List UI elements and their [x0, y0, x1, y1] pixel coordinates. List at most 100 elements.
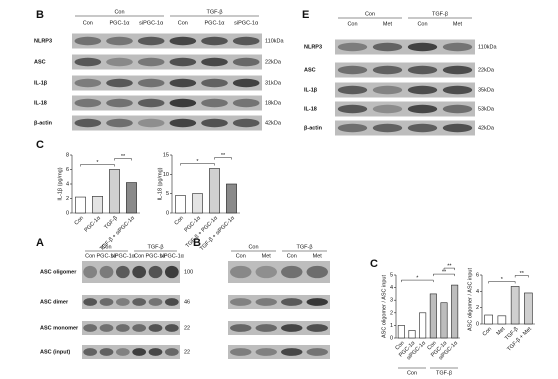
bar: [226, 183, 237, 214]
bar: [109, 169, 120, 214]
blot-band: [115, 324, 130, 332]
blot-band: [232, 36, 260, 46]
bar: [497, 315, 507, 325]
blot-band: [74, 36, 102, 46]
blot-band: [255, 298, 277, 306]
x-tick-label: TGF-β: [103, 215, 119, 231]
row-label: ASC dimer: [40, 299, 69, 305]
blot-band: [164, 265, 179, 279]
lane-label: siPGC-1α: [111, 253, 136, 259]
panel-label: B: [36, 9, 44, 21]
mw-label: 110kDa: [478, 44, 497, 50]
group-label: TGF-β: [297, 244, 313, 250]
significance-label: *: [416, 276, 419, 282]
blot-band: [306, 324, 328, 332]
panel-label: A: [36, 237, 44, 249]
blot-band: [442, 104, 473, 114]
blot-band: [201, 57, 228, 67]
x-tick-label: PGC-1α: [84, 215, 103, 234]
y-tick-label: 4: [390, 285, 393, 291]
blot-band: [115, 265, 130, 279]
blot-band: [164, 324, 179, 332]
mw-label: 42kDa: [478, 125, 495, 131]
significance-label: **: [221, 153, 226, 159]
y-tick-label: 0: [166, 210, 169, 216]
y-tick-label: 0: [66, 210, 69, 216]
blot-band: [169, 57, 197, 67]
x-tick-label: Met: [496, 326, 507, 337]
blot-strip: [228, 345, 330, 359]
y-tick-label: 2: [390, 310, 393, 316]
mw-label: 110kDa: [265, 38, 284, 44]
blot-strip: [335, 62, 475, 78]
significance-bracket: [401, 279, 434, 283]
x-tick-label: Con: [426, 340, 437, 351]
blot-band: [337, 65, 368, 75]
blot-band: [337, 104, 368, 114]
mw-label: 31kDa: [265, 80, 282, 86]
lane-label: siPGC-1α: [160, 253, 185, 259]
mw-label: 35kDa: [478, 87, 495, 93]
mw-label: 22: [184, 349, 190, 355]
y-tick-label: 3: [390, 298, 393, 304]
blot-band: [407, 42, 438, 52]
bar: [510, 286, 520, 325]
lane-label: Met: [262, 253, 272, 259]
group-label: TGF-β: [432, 11, 448, 17]
panel-label: E: [302, 9, 309, 21]
bar: [175, 195, 186, 214]
y-tick-label: 0: [476, 321, 479, 327]
blot-band: [148, 324, 163, 332]
significance-label: **: [447, 264, 452, 270]
y-tick-label: 5: [390, 272, 393, 278]
blot-band: [255, 265, 277, 279]
lane-label: Con: [178, 20, 188, 26]
blot-band: [137, 57, 165, 67]
group-label: Con: [365, 11, 375, 17]
blot-band: [169, 78, 197, 88]
group-label: TGF-β: [436, 370, 452, 376]
lane-label: Con: [83, 20, 93, 26]
blot-band: [148, 298, 163, 306]
blot-band: [337, 42, 368, 52]
lane-label: Met: [383, 21, 393, 27]
significance-bracket: [180, 163, 215, 166]
y-tick-label: 2: [476, 305, 479, 311]
blot-band: [442, 85, 473, 95]
blot-band: [337, 123, 368, 133]
blot-band: [164, 348, 179, 356]
blot-band: [407, 85, 438, 95]
blot-band: [306, 265, 328, 279]
blot-band: [372, 104, 403, 114]
row-label: ASC: [34, 59, 46, 65]
row-label: NLRP3: [34, 38, 52, 44]
blot-strip: [228, 261, 330, 283]
bar: [209, 168, 220, 214]
blot-band: [137, 36, 165, 46]
row-label: NLRP3: [304, 44, 322, 50]
significance-label: **: [121, 154, 126, 160]
mw-label: 46: [184, 299, 190, 305]
lane-label: siPGC-1α: [139, 20, 164, 26]
x-tick-label: Con: [482, 326, 493, 337]
panel-label: C: [370, 258, 378, 270]
blot-band: [407, 65, 438, 75]
significance-label: **: [442, 270, 447, 276]
blot-band: [132, 324, 147, 332]
blot-strip: [335, 82, 475, 98]
blot-band: [232, 57, 260, 67]
blot-band: [83, 348, 98, 356]
bar: [192, 193, 203, 214]
blot-strip: [335, 120, 475, 136]
significance-bracket: [433, 273, 455, 277]
blot-band: [99, 348, 114, 356]
x-tick-label: Con: [174, 215, 185, 226]
row-label: IL-18: [304, 106, 317, 112]
blot-band: [255, 324, 277, 332]
significance-bracket: [488, 281, 516, 284]
lane-label: Con: [236, 253, 246, 259]
blot-band: [372, 85, 403, 95]
row-label: β-actin: [304, 125, 323, 131]
